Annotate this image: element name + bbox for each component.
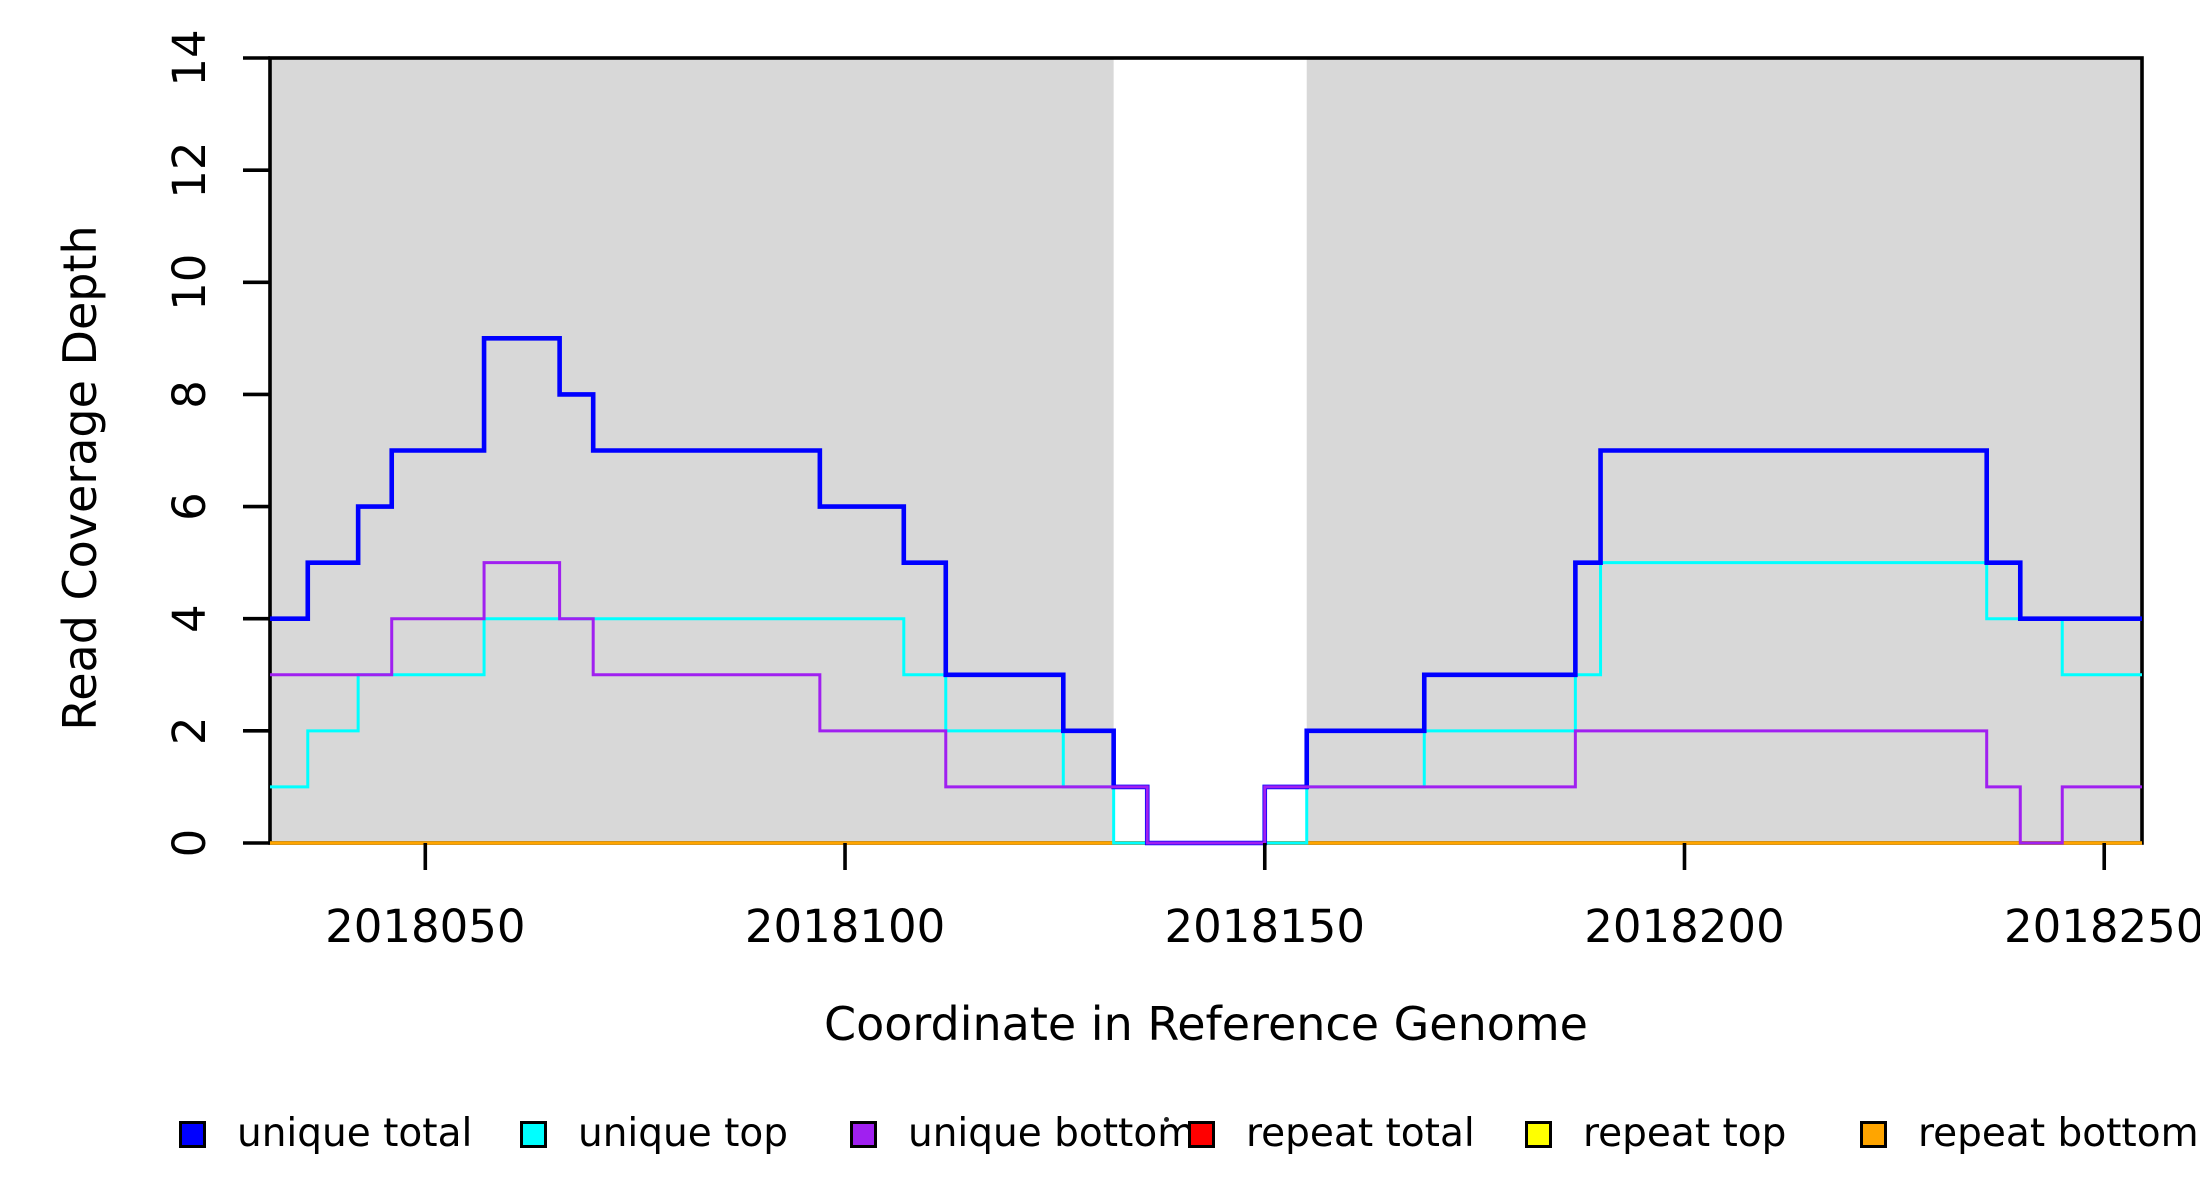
x-tick-label: 2018100 — [745, 900, 945, 953]
y-tick-label: 4 — [163, 604, 216, 633]
y-tick-label: 14 — [163, 29, 216, 86]
stray-dot — [1164, 1117, 1169, 1122]
y-tick-label: 12 — [163, 142, 216, 199]
y-tick-label: 10 — [163, 254, 216, 311]
x-tick-label: 2018150 — [1165, 900, 1365, 953]
y-tick-label: 6 — [163, 492, 216, 521]
y-tick-label: 8 — [163, 380, 216, 409]
x-tick-label: 2018050 — [325, 900, 525, 953]
x-axis-title: Coordinate in Reference Genome — [824, 997, 1588, 1051]
series-unique-bottom — [270, 561, 2142, 845]
y-tick-label: 0 — [163, 829, 216, 858]
y-axis-title: Read Coverage Depth — [53, 225, 107, 731]
x-tick-label: 2018250 — [2004, 900, 2200, 953]
series-unique-total — [270, 336, 2142, 846]
x-tick-label: 2018200 — [1584, 900, 1784, 953]
series-unique-top — [270, 561, 2142, 845]
y-tick-label: 2 — [163, 717, 216, 746]
